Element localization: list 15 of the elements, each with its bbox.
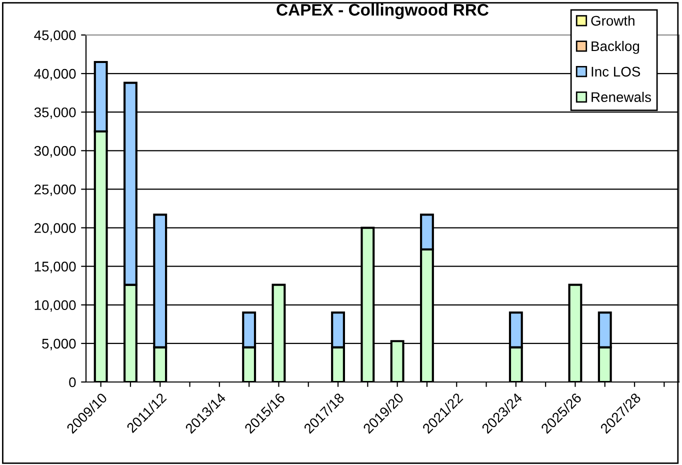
y-tick-label: 5,000 (42, 338, 76, 350)
legend-label: Renewals (592, 92, 651, 102)
legend-label: Backlog (592, 40, 640, 54)
chart-title: CAPEX - Collingwood RRC (276, 3, 489, 20)
y-tick-label: 15,000 (34, 262, 76, 274)
y-tick-label: 0 (69, 377, 76, 388)
y-tick-label: 25,000 (34, 184, 76, 196)
legend-label: Growth (591, 16, 634, 26)
y-tick-label: 10,000 (34, 300, 76, 312)
y-tick-label: 35,000 (34, 107, 76, 119)
y-tick-label: 45,000 (34, 30, 76, 42)
y-tick-label: 40,000 (34, 68, 76, 80)
y-tick-label: 20,000 (34, 223, 76, 235)
y-tick-label: 30,000 (34, 146, 76, 158)
legend-label: Inc LOS (592, 66, 640, 77)
